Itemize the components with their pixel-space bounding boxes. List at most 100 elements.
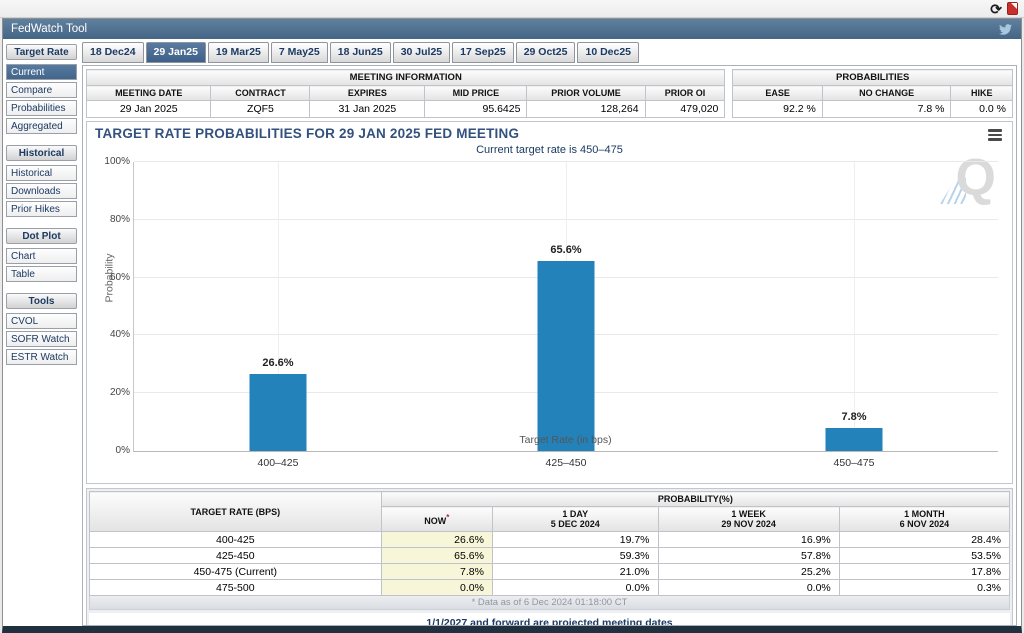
x-category-label: 425–450	[545, 457, 587, 469]
meeting-info-colheader: MID PRICE	[424, 85, 528, 101]
meeting-info-value: 479,020	[644, 100, 726, 118]
sidebar-gap	[6, 136, 77, 143]
sidebar-header-tools: Tools	[6, 293, 77, 309]
probability-cell: 17.8%	[838, 563, 1011, 580]
probability-cell: 59.3%	[491, 547, 659, 564]
sidebar-item-estr-watch[interactable]: ESTR Watch	[6, 349, 77, 365]
meeting-tabs: 18 Dec24 29 Jan25 19 Mar25 7 May25 18 Jun25 3…	[82, 42, 1017, 63]
meeting-info-table: MEETING INFORMATION MEETING DATE CONTRACT E…	[85, 69, 726, 118]
probability-cell: 25.2%	[657, 563, 840, 580]
bar-value-label: 65.6%	[550, 244, 582, 257]
quikstrike-q-icon: Q	[955, 149, 996, 207]
probabilities-title: PROBABILITIES	[732, 69, 1013, 86]
data-asof-footnote: * Data as of 6 Dec 2024 01:18:00 CT	[89, 596, 1010, 610]
probabilities-value: 92.2 %	[732, 100, 823, 118]
fedwatch-window: FedWatch Tool Target Rate Current Compare P…	[2, 18, 1022, 633]
probabilities-value: 7.8 %	[821, 100, 952, 118]
tab-30-jul25[interactable]: 30 Jul25	[392, 42, 451, 63]
probability-cell: 0.0%	[380, 579, 493, 596]
probability-cell: 19.7%	[491, 531, 659, 548]
probability-detail-table: TARGET RATE (BPS) PROBABILITY(%) NOW* 1 DAY…	[89, 491, 1011, 596]
tab-17-sep25[interactable]: 17 Sep25	[452, 42, 514, 63]
probability-cell: 0.3%	[838, 579, 1011, 596]
tab-18-jun25[interactable]: 18 Jun25	[329, 42, 391, 63]
twitter-icon[interactable]	[998, 23, 1013, 36]
probabilities-value: 0.0 %	[950, 100, 1013, 118]
main-panel: MEETING INFORMATION MEETING DATE CONTRACT E…	[82, 65, 1017, 626]
sidebar-header-dot-plot: Dot Plot	[6, 228, 77, 244]
meeting-info-colheader: CONTRACT	[210, 85, 311, 101]
info-row: MEETING INFORMATION MEETING DATE CONTRACT E…	[85, 69, 1013, 118]
bar-value-label: 26.6%	[262, 357, 294, 370]
sidebar: Target Rate Current Compare Probabilities Ag…	[3, 39, 79, 626]
sidebar-item-probabilities[interactable]: Probabilities	[6, 100, 77, 116]
probability-bar	[249, 374, 307, 451]
meeting-info-value: 31 Jan 2025	[309, 100, 426, 118]
tab-7-may25[interactable]: 7 May25	[270, 42, 328, 63]
y-tick-label: 40%	[109, 329, 130, 341]
y-tick-label: 80%	[109, 213, 130, 225]
probabilities-colheader: HIKE	[950, 85, 1013, 101]
sidebar-header-target-rate: Target Rate	[6, 44, 77, 60]
gridline	[134, 161, 998, 162]
sidebar-item-table[interactable]: Table	[6, 266, 77, 282]
sidebar-item-chart[interactable]: Chart	[6, 248, 77, 264]
tab-19-mar25[interactable]: 19 Mar25	[207, 42, 269, 63]
y-tick-label: 60%	[109, 271, 130, 283]
chart-title: TARGET RATE PROBABILITIES FOR 29 JAN 202…	[95, 126, 520, 141]
target-rate-cell: 475-500	[89, 579, 382, 596]
sidebar-header-historical: Historical	[6, 145, 77, 161]
target-rate-cell: 425-450	[89, 547, 382, 564]
probability-cell: 53.5%	[838, 547, 1011, 564]
probability-cell: 0.0%	[657, 579, 840, 596]
x-axis-label: Target Rate (in bps)	[519, 434, 612, 446]
target-rate-header: TARGET RATE (BPS)	[89, 491, 382, 532]
y-tick-label: 100%	[104, 156, 130, 167]
probability-cell: 21.0%	[491, 563, 659, 580]
probabilities-summary-table: PROBABILITIES EASE NO CHANGE HIKE 92.2 % 7.8 …	[732, 69, 1013, 118]
sidebar-item-current[interactable]: Current	[6, 64, 77, 80]
probability-colheader: 1 DAY 5 DEC 2024	[491, 506, 659, 532]
tab-10-dec25[interactable]: 10 Dec25	[577, 42, 640, 63]
meeting-info-colheader: EXPIRES	[309, 85, 426, 101]
x-category-label: 450–475	[833, 457, 875, 469]
table-row: 475-500 0.0% 0.0% 0.0% 0.3%	[89, 579, 1011, 596]
probability-cell: 16.9%	[657, 531, 840, 548]
probability-cell: 65.6%	[380, 547, 493, 564]
table-row: 450-475 (Current) 7.8% 21.0% 25.2% 17.8%	[89, 563, 1011, 580]
sidebar-item-compare[interactable]: Compare	[6, 82, 77, 98]
probability-cell: 28.4%	[838, 531, 1011, 548]
sidebar-item-aggregated[interactable]: Aggregated	[6, 118, 77, 134]
x-category-label: 400–425	[257, 457, 299, 469]
probability-cell: 57.8%	[657, 547, 840, 564]
tab-29-oct25[interactable]: 29 Oct25	[515, 42, 576, 63]
probability-group-header: PROBABILITY(%)	[380, 491, 1011, 507]
tab-29-jan25[interactable]: 29 Jan25	[145, 42, 206, 63]
sidebar-item-downloads[interactable]: Downloads	[6, 183, 77, 199]
category-gridline	[277, 162, 279, 451]
probability-cell: 0.0%	[491, 579, 659, 596]
chart-plot-area: 0% 20% 40% 60% 80% 100% 26.6% 400–425 65.6% 425–4…	[104, 156, 998, 469]
probability-cell: 26.6%	[380, 531, 493, 548]
quikstrike-watermark: Q	[940, 149, 996, 208]
chart-menu-icon[interactable]	[988, 129, 1002, 143]
probability-detail-panel: TARGET RATE (BPS) PROBABILITY(%) NOW* 1 DAY…	[86, 488, 1013, 625]
table-row: 400-425 26.6% 19.7% 16.9% 28.4%	[89, 531, 1011, 548]
target-rate-cell: 400-425	[89, 531, 382, 548]
target-rate-cell: 450-475 (Current)	[89, 563, 382, 580]
probability-colheader: 1 MONTH 6 NOV 2024	[838, 506, 1011, 532]
probability-cell: 7.8%	[380, 563, 493, 580]
sidebar-item-historical[interactable]: Historical	[6, 165, 77, 181]
tab-18-dec24[interactable]: 18 Dec24	[82, 42, 144, 63]
sidebar-item-sofr-watch[interactable]: SOFR Watch	[6, 331, 77, 347]
window-titlebar: FedWatch Tool	[3, 19, 1021, 39]
sidebar-gap	[6, 219, 77, 226]
category-gridline	[854, 162, 855, 451]
main-area: 18 Dec24 29 Jan25 19 Mar25 7 May25 18 Jun25 3…	[79, 39, 1021, 626]
sidebar-item-prior-hikes[interactable]: Prior Hikes	[6, 201, 77, 217]
sidebar-item-cvol[interactable]: CVOL	[6, 313, 77, 329]
pdf-icon[interactable]	[1007, 2, 1018, 15]
sidebar-gap	[6, 284, 77, 291]
refresh-icon[interactable]: ⟳	[990, 0, 1002, 17]
projection-note: 1/1/2027 and forward are projected meeti…	[89, 613, 1010, 625]
